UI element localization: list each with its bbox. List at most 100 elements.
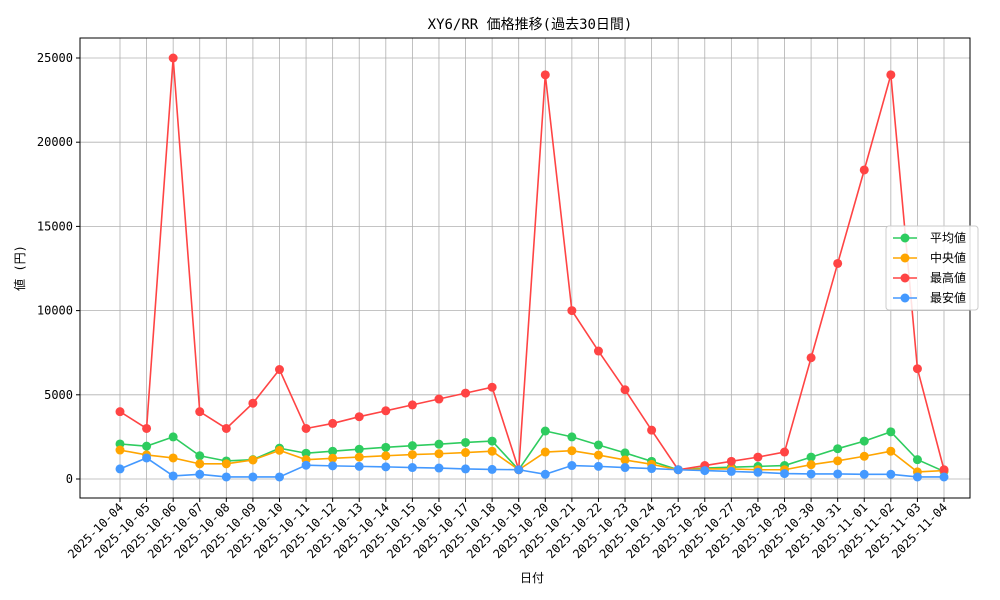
y-tick-label: 20000 [37,135,73,149]
data-point [780,469,790,479]
data-point [301,423,311,433]
y-tick-label: 15000 [37,219,73,233]
series-line [119,430,945,473]
data-point [195,407,205,417]
legend-label: 平均値 [930,230,966,245]
data-point [195,469,205,479]
data-point [833,258,843,268]
data-point [912,455,922,465]
data-point [381,442,391,452]
legend-label: 最高値 [930,270,966,285]
data-point [248,455,258,465]
data-point [620,463,630,473]
data-point [620,385,630,395]
data-point [168,471,178,481]
legend-marker [900,233,910,243]
data-point [407,400,417,410]
data-point [354,452,364,462]
data-point [142,453,152,463]
data-point [567,306,577,316]
data-point [168,53,178,63]
data-point [274,365,284,375]
data-point [700,466,710,476]
data-point [115,464,125,474]
legend-label: 中央値 [930,250,966,265]
data-point [434,449,444,459]
data-point [487,436,497,446]
data-point [434,463,444,473]
data-point [540,426,550,436]
data-point [354,461,364,471]
data-point [620,455,630,465]
data-point [514,465,524,475]
data-point [328,461,338,471]
y-tick-label: 10000 [37,304,73,318]
data-point [886,427,896,437]
data-point [593,346,603,356]
data-point [248,472,258,482]
data-point [620,448,630,458]
data-point [567,432,577,442]
data-point [806,452,816,462]
data-point [806,353,816,363]
data-point [274,445,284,455]
data-point [540,447,550,457]
data-point [567,446,577,456]
data-point [248,398,258,408]
data-point [168,432,178,442]
data-point [142,423,152,433]
data-point [673,465,683,475]
data-point [567,461,577,471]
data-point [407,450,417,460]
data-point [593,450,603,460]
data-point [407,463,417,473]
data-point [434,439,444,449]
data-point [487,464,497,474]
data-point [939,472,949,482]
data-point [328,453,338,463]
data-point [195,459,205,469]
data-point [461,388,471,398]
data-point [461,437,471,447]
data-point [886,70,896,80]
data-point [168,453,178,463]
data-point [221,459,231,469]
data-point [593,461,603,471]
data-point [859,451,869,461]
data-point [647,425,657,435]
legend-marker [900,273,910,283]
data-point [912,364,922,374]
data-point [726,466,736,476]
data-point [461,448,471,458]
data-point [912,472,922,482]
data-point [115,407,125,417]
series-line [119,57,945,471]
data-point [487,382,497,392]
data-point [487,446,497,456]
data-point [726,456,736,466]
data-point [540,70,550,80]
data-point [381,462,391,472]
data-point [833,469,843,479]
data-point [859,436,869,446]
data-point [886,469,896,479]
legend-marker [900,253,910,263]
data-point [407,441,417,451]
data-point [381,406,391,416]
data-point [301,460,311,470]
y-axis-label: 値 (円) [12,245,27,291]
data-point [434,394,444,404]
data-point [461,464,471,474]
data-point [301,448,311,458]
data-point [886,446,896,456]
data-point [806,469,816,479]
data-point [540,469,550,479]
data-point [142,441,152,451]
data-point [647,464,657,474]
y-tick-label: 25000 [37,51,73,65]
chart-title: XY6/RR 価格推移(過去30日間) [428,17,633,33]
legend-label: 最安値 [930,290,966,305]
data-point [354,412,364,422]
